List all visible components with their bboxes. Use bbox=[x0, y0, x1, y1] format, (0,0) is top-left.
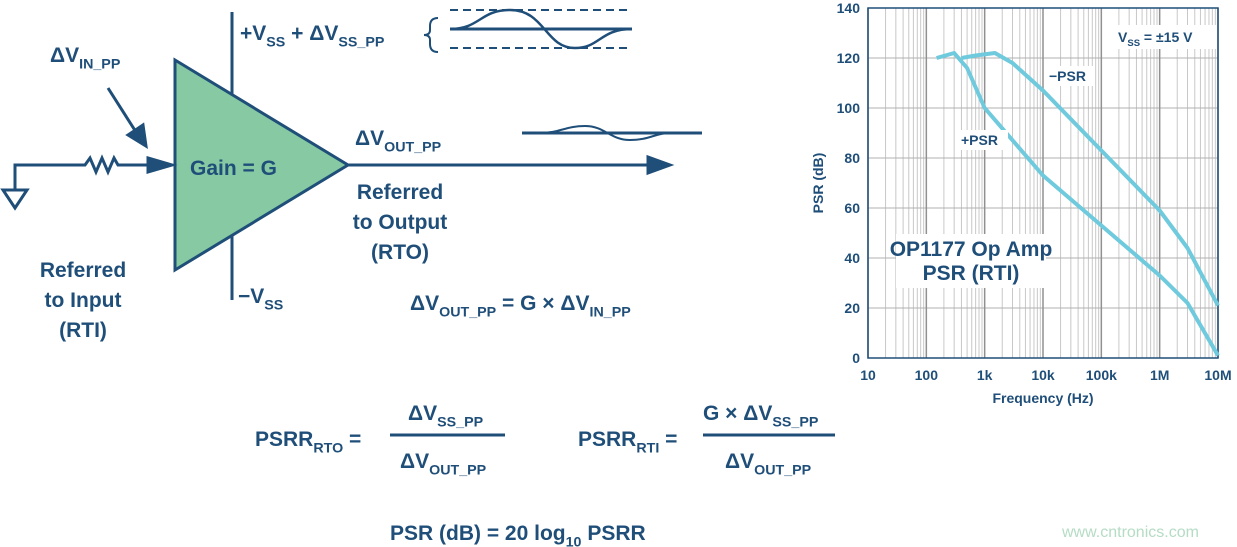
label-line: (RTI) bbox=[59, 319, 107, 342]
subscript: RTO bbox=[313, 440, 343, 456]
rich-text: PSRRRTO = bbox=[255, 428, 361, 456]
rich-text: ΔVOUT_PP bbox=[355, 127, 442, 155]
psr-line bbox=[961, 51, 1220, 307]
delta-arrow bbox=[106, 87, 138, 133]
y-tick-label: 0 bbox=[852, 350, 860, 366]
x-tick-label: 100k bbox=[1086, 367, 1117, 383]
y-tick-label: 100 bbox=[837, 100, 861, 116]
label-line: to Output bbox=[353, 211, 447, 234]
rich-text: −VSS bbox=[238, 285, 283, 313]
ground bbox=[0, 188, 30, 211]
x-tick-label: 1k bbox=[977, 367, 993, 383]
series-label: +PSR bbox=[961, 132, 998, 148]
series-label: −PSR bbox=[1049, 68, 1086, 84]
input-arrow bbox=[146, 156, 178, 174]
text-part: ΔV bbox=[725, 450, 754, 473]
subscript: OUT_PP bbox=[754, 462, 812, 478]
y-tick-label: 40 bbox=[844, 250, 860, 266]
text-part: G × ΔV bbox=[703, 402, 772, 425]
y-tick-label: 80 bbox=[844, 150, 860, 166]
subscript: SS_PP bbox=[338, 34, 384, 50]
subscript: RTI bbox=[636, 440, 659, 456]
y-tick-label: 20 bbox=[844, 300, 860, 316]
x-tick-label: 10 bbox=[860, 367, 876, 383]
label-bg bbox=[956, 130, 1008, 150]
rich-text: +VSS + ΔVSS_PP bbox=[240, 22, 385, 50]
text-part: ΔV bbox=[50, 44, 79, 67]
text-part: ΔV bbox=[355, 127, 384, 150]
label-line: OP1177 Op Amp bbox=[890, 238, 1053, 261]
gain-label: Gain = G bbox=[190, 157, 277, 180]
text-part: = ±15 V bbox=[1140, 29, 1193, 45]
subscript: SS bbox=[266, 34, 285, 50]
ripple-wave bbox=[449, 8, 633, 50]
subscript: IN_PP bbox=[79, 56, 121, 72]
label-line: Referred bbox=[357, 181, 443, 204]
x-tick-label: 10M bbox=[1204, 367, 1231, 383]
subscript: OUT_PP bbox=[384, 139, 442, 155]
subscript: OUT_PP bbox=[439, 304, 497, 320]
y-tick-label: 120 bbox=[837, 50, 861, 66]
input-wire bbox=[13, 154, 160, 190]
y-tick-label: 60 bbox=[844, 200, 860, 216]
x-tick-label: 1M bbox=[1150, 367, 1169, 383]
subscript: OUT_PP bbox=[429, 462, 487, 478]
text-part: PSRR bbox=[581, 522, 645, 545]
rich-text: G × ΔVSS_PP bbox=[703, 402, 819, 430]
out-ripple-wave bbox=[539, 124, 671, 142]
text-part: PSRR bbox=[255, 428, 313, 451]
x-axis-label: Frequency (Hz) bbox=[992, 390, 1093, 406]
subscript: SS_PP bbox=[772, 414, 818, 430]
text-part: ΔV bbox=[408, 402, 437, 425]
x-tick-label: 100 bbox=[915, 367, 939, 383]
rich-text: ΔVSS_PP bbox=[408, 402, 484, 430]
label-bg bbox=[896, 234, 1046, 288]
label-line: (RTO) bbox=[371, 241, 429, 264]
label-bg bbox=[1112, 25, 1216, 49]
subscript: 10 bbox=[566, 534, 582, 547]
subscript: IN_PP bbox=[590, 304, 632, 320]
text-part: ΔV bbox=[410, 292, 439, 315]
text-part: = bbox=[659, 428, 677, 451]
text-part: PSRR bbox=[578, 428, 636, 451]
label-line: to Input bbox=[45, 289, 122, 312]
psr-chart: 0 20 40 60 80 100 120 140 10 100 1k 10k 100k 1M 10M Fre… bbox=[810, 0, 1232, 406]
output-arrow bbox=[646, 154, 675, 176]
subscript: SS_PP bbox=[437, 414, 483, 430]
text-part: V bbox=[1118, 29, 1128, 45]
rich-text: ΔVOUT_PP = G × ΔVIN_PP bbox=[410, 292, 631, 320]
rich-text: PSR (dB) = 20 log10 PSRR bbox=[390, 522, 646, 547]
y-tick-label: 140 bbox=[837, 0, 861, 16]
text-part: −V bbox=[238, 285, 264, 308]
label-line: Referred bbox=[40, 259, 126, 282]
text-part: PSR (dB) = 20 log bbox=[390, 522, 566, 545]
label-bg bbox=[1044, 66, 1094, 86]
text-part: + ΔV bbox=[285, 22, 338, 45]
plot-frame bbox=[867, 7, 1219, 359]
delta-arrow-head bbox=[125, 122, 148, 149]
rich-text: VSS = ±15 V bbox=[1118, 29, 1193, 49]
subscript: SS bbox=[264, 297, 283, 313]
rich-text: ΔVOUT_PP bbox=[725, 450, 812, 478]
x-tick-label: 10k bbox=[1031, 367, 1055, 383]
rich-text: PSRRRTI = bbox=[578, 428, 677, 456]
text-part: ΔV bbox=[400, 450, 429, 473]
text-part: = G × ΔV bbox=[496, 292, 589, 315]
psr-line bbox=[936, 51, 1220, 357]
label-line: PSR (RTI) bbox=[923, 262, 1020, 285]
circuit bbox=[0, 8, 835, 437]
text-part: +V bbox=[240, 22, 266, 45]
brace bbox=[423, 17, 439, 53]
rich-text: ΔVOUT_PP bbox=[400, 450, 487, 478]
subscript: SS bbox=[1127, 38, 1140, 49]
y-axis-label: PSR (dB) bbox=[810, 153, 826, 214]
rich-text: ΔVIN_PP bbox=[50, 44, 121, 72]
text-part: = bbox=[343, 428, 361, 451]
watermark: www.cntronics.com bbox=[1061, 524, 1199, 541]
